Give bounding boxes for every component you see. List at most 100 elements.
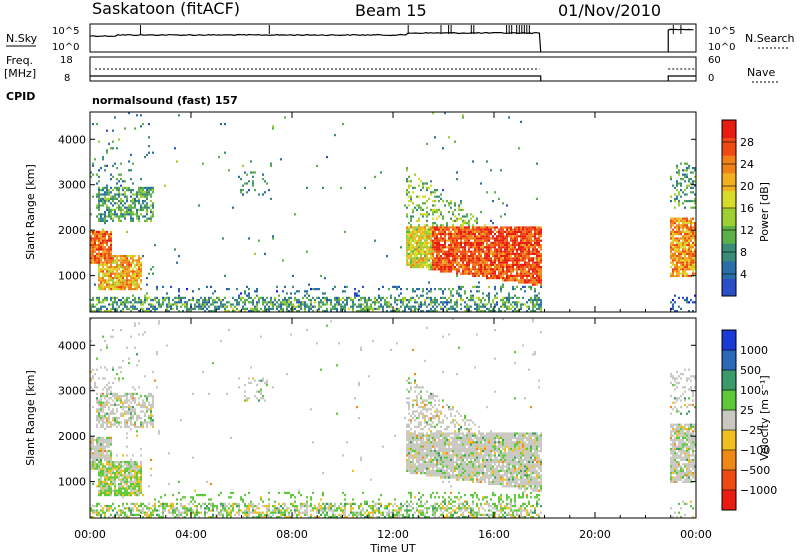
- heatmap-cell: [396, 303, 398, 306]
- heatmap-cell: [428, 290, 430, 293]
- heatmap-cell: [102, 421, 104, 424]
- heatmap-cell: [108, 142, 110, 145]
- heatmap-cell: [678, 241, 680, 244]
- heatmap-cell: [128, 112, 130, 115]
- heatmap-cell: [462, 226, 464, 229]
- heatmap-cell: [90, 318, 92, 321]
- heatmap-cell: [518, 281, 520, 284]
- heatmap-cell: [420, 252, 422, 255]
- heatmap-cell: [166, 505, 168, 508]
- heatmap-cell: [162, 303, 164, 306]
- heatmap-cell: [516, 228, 518, 231]
- heatmap-cell: [158, 299, 160, 302]
- heatmap-cell: [180, 502, 182, 505]
- heatmap-cell: [120, 412, 122, 415]
- heatmap-cell: [456, 255, 458, 258]
- heatmap-cell: [112, 272, 114, 275]
- heatmap-cell: [106, 268, 108, 271]
- heatmap-cell: [428, 296, 430, 299]
- heatmap-cell: [430, 248, 432, 251]
- heatmap-cell: [688, 246, 690, 249]
- heatmap-cell: [406, 178, 408, 181]
- heatmap-cell: [132, 454, 134, 457]
- heatmap-cell: [142, 425, 144, 428]
- heatmap-cell: [460, 237, 462, 240]
- heatmap-cell: [682, 222, 684, 225]
- heatmap-cell: [140, 299, 142, 302]
- heatmap-cell: [98, 248, 100, 251]
- heatmap-cell: [438, 244, 440, 247]
- heatmap-cell: [146, 513, 148, 516]
- heatmap-cell: [416, 248, 418, 251]
- heatmap-cell: [318, 303, 320, 306]
- heatmap-cell: [488, 252, 490, 255]
- heatmap-cell: [244, 171, 246, 174]
- heatmap-cell: [676, 217, 678, 220]
- heatmap-cell: [156, 288, 158, 291]
- heatmap-cell: [102, 261, 104, 264]
- heatmap-cell: [672, 241, 674, 244]
- heatmap-cell: [128, 270, 130, 273]
- heatmap-cell: [132, 307, 134, 310]
- heatmap-cell: [128, 208, 130, 211]
- heatmap-cell: [248, 292, 250, 295]
- heatmap-cell: [122, 283, 124, 286]
- heatmap-cell: [136, 513, 138, 516]
- heatmap-cell: [478, 233, 480, 236]
- heatmap-cell: [490, 230, 492, 233]
- heatmap-cell: [408, 248, 410, 251]
- heatmap-cell: [100, 450, 102, 453]
- heatmap-cell: [232, 310, 234, 313]
- heatmap-cell: [430, 246, 432, 249]
- heatmap-cell: [692, 182, 694, 185]
- heatmap-cell: [458, 261, 460, 264]
- heatmap-cell: [434, 235, 436, 238]
- heatmap-cell: [678, 266, 680, 269]
- heatmap-cell: [128, 189, 130, 192]
- heatmap-cell: [530, 239, 532, 242]
- heatmap-cell: [466, 272, 468, 275]
- heatmap-cell: [118, 487, 120, 490]
- heatmap-cell: [432, 255, 434, 258]
- heatmap-cell: [488, 250, 490, 253]
- heatmap-cell: [482, 239, 484, 242]
- cpid-label: CPID: [6, 90, 35, 103]
- heatmap-cell: [426, 296, 428, 299]
- heatmap-cell: [248, 288, 250, 291]
- heatmap-cell: [432, 222, 434, 225]
- heatmap-cell: [116, 425, 118, 428]
- heatmap-cell: [688, 226, 690, 229]
- heatmap-cell: [136, 417, 138, 420]
- heatmap-cell: [312, 288, 314, 291]
- heatmap-cell: [484, 263, 486, 266]
- heatmap-cell: [444, 252, 446, 255]
- heatmap-cell: [130, 458, 132, 461]
- heatmap-cell: [130, 215, 132, 218]
- heatmap-cell: [502, 244, 504, 247]
- heatmap-cell: [418, 257, 420, 260]
- heatmap-cell: [142, 421, 144, 424]
- heatmap-cell: [242, 184, 244, 187]
- heatmap-cell: [134, 200, 136, 203]
- heatmap-cell: [508, 228, 510, 231]
- heatmap-cell: [142, 255, 144, 258]
- heatmap-cell: [136, 480, 138, 483]
- heatmap-cell: [298, 290, 300, 293]
- heatmap-cell: [488, 237, 490, 240]
- heatmap-cell: [484, 270, 486, 273]
- heatmap-cell: [90, 386, 92, 389]
- heatmap-cell: [444, 261, 446, 264]
- heatmap-cell: [98, 485, 100, 488]
- heatmap-cell: [412, 261, 414, 264]
- heatmap-cell: [130, 270, 132, 273]
- heatmap-cell: [298, 303, 300, 306]
- heatmap-cell: [682, 219, 684, 222]
- heatmap-cell: [130, 200, 132, 203]
- heatmap-cell: [138, 301, 140, 304]
- heatmap-cell: [454, 230, 456, 233]
- heatmap-cell: [92, 233, 94, 236]
- heatmap-cell: [534, 303, 536, 306]
- heatmap-cell: [122, 266, 124, 269]
- heatmap-cell: [412, 228, 414, 231]
